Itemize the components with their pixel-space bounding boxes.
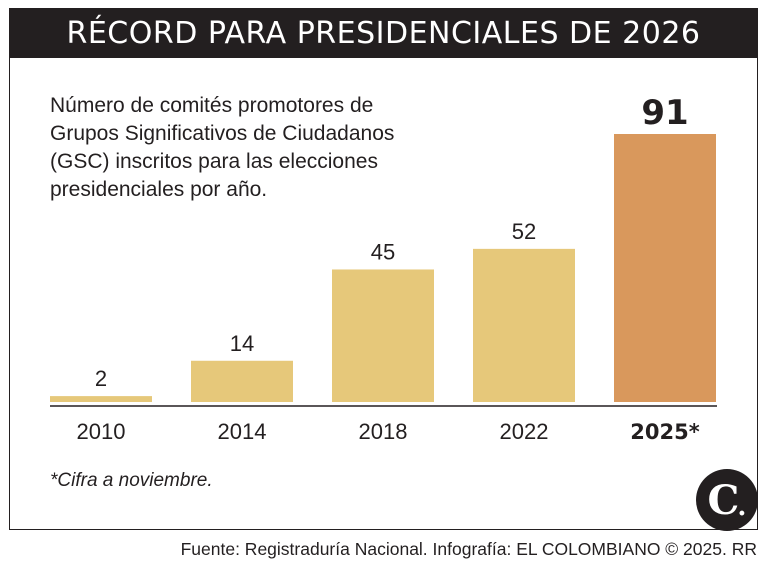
chart-frame — [9, 58, 758, 530]
data-label: 45 — [371, 239, 395, 264]
x-tick-label: 2018 — [359, 419, 408, 444]
data-label: 52 — [512, 219, 536, 244]
x-tick-label: 2022 — [500, 419, 549, 444]
footnote: *Cifra a noviembre. — [50, 470, 213, 491]
bar-2022 — [473, 248, 575, 402]
description-line: Grupos Significativos de Ciudadanos — [50, 122, 395, 145]
x-tick-label: 2014 — [218, 419, 267, 444]
x-tick-label: 2025* — [630, 420, 699, 444]
bar-2014 — [191, 360, 293, 402]
source-credit: Fuente: Registraduría Nacional. Infograf… — [180, 539, 757, 559]
data-label: 2 — [95, 366, 107, 391]
data-label: 14 — [230, 331, 254, 356]
chart-title: RÉCORD PARA PRESIDENCIALES DE 2026 — [9, 8, 758, 58]
bar-2018 — [332, 269, 434, 402]
chart-description: Número de comités promotores de Grupos S… — [50, 92, 430, 204]
data-label: 91 — [641, 93, 688, 133]
el-colombiano-logo: C. — [696, 469, 758, 531]
bar-2010 — [50, 396, 152, 402]
x-tick-label: 2010 — [77, 419, 126, 444]
description-line: Número de comités promotores de — [50, 94, 374, 117]
description-line: presidenciales por año. — [50, 178, 268, 201]
description-line: (GSC) inscritos para las elecciones — [50, 150, 378, 173]
bar-2025 — [614, 134, 716, 402]
